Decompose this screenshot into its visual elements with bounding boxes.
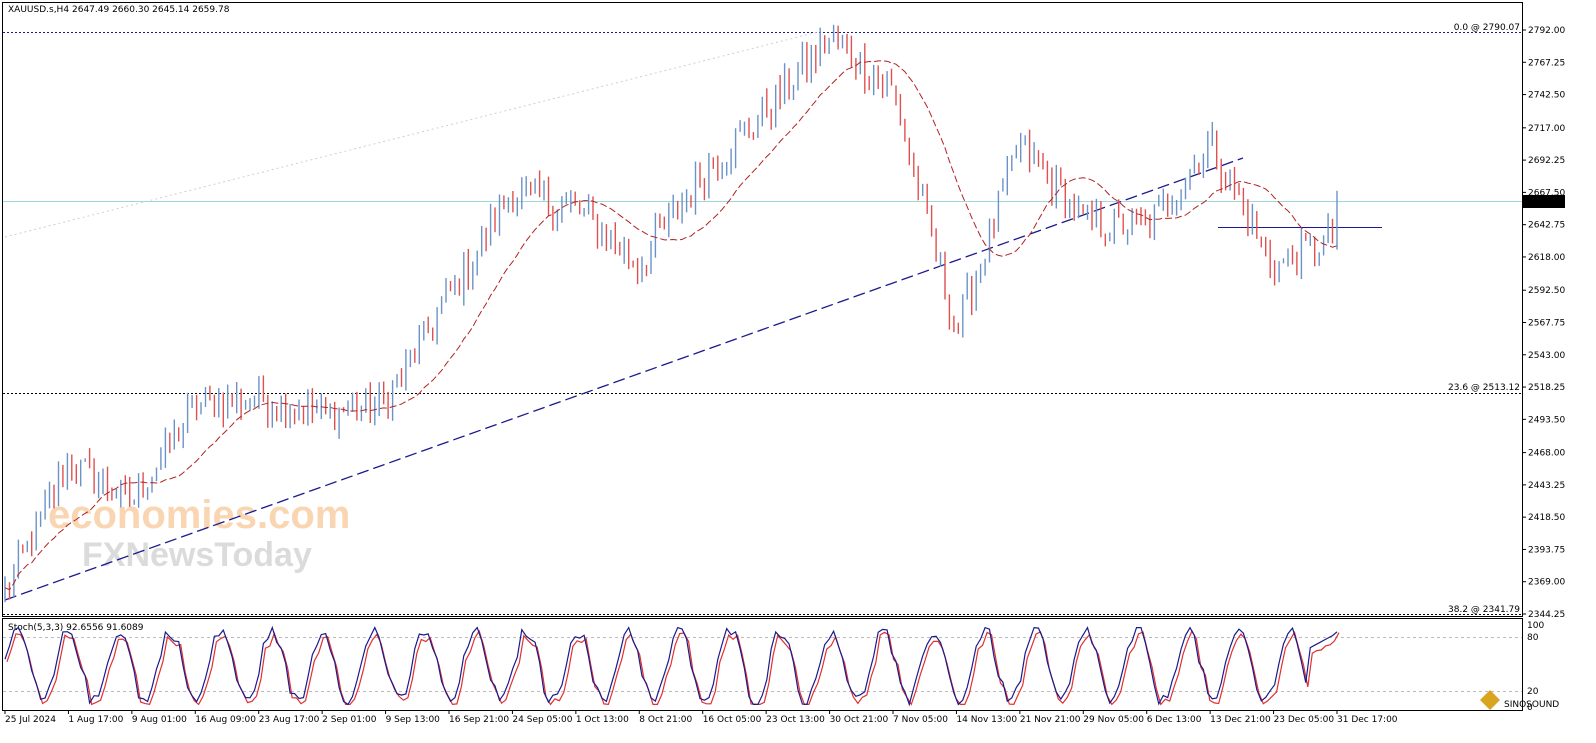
price-axis-label: 2369.00 [1528, 578, 1565, 588]
stoch-pane-frame [2, 618, 1523, 711]
price-axis-label: 2468.00 [1528, 449, 1565, 459]
price-axis-label: 2618.00 [1528, 253, 1565, 263]
chart-symbol: XAUUSD.s,H4 [8, 5, 69, 15]
time-axis-label: 30 Oct 21:00 [830, 715, 889, 725]
stoch-tick-0: 0 [1527, 703, 1533, 713]
price-axis-label: 2418.50 [1528, 513, 1565, 523]
stoch-main-line [4, 625, 1338, 707]
sinosound-logo-icon [1480, 690, 1500, 710]
time-axis-label: 9 Aug 01:00 [132, 715, 187, 725]
current-price-tag [1523, 195, 1565, 208]
fib-label-0: 0.0 @ 2790.07 [1454, 23, 1520, 33]
price-axis-label: 2443.25 [1528, 481, 1565, 491]
time-axis-label: 14 Nov 13:00 [956, 715, 1017, 725]
candles [4, 24, 1338, 603]
price-axis-label: 2692.25 [1528, 156, 1565, 166]
watermark: economies.com FXNewsToday [48, 493, 350, 574]
price-axis-label: 2543.00 [1528, 351, 1565, 361]
price-axis-label: 2792.00 [1528, 26, 1565, 36]
price-axis-label: 2767.25 [1528, 58, 1565, 68]
price-axis-label: 2344.25 [1528, 610, 1565, 620]
time-axis-label: 16 Sep 21:00 [449, 715, 509, 725]
price-axis-label: 2518.25 [1528, 383, 1565, 393]
stoch-signal-line [6, 629, 1340, 706]
time-axis-label: 8 Oct 21:00 [639, 715, 692, 725]
time-axis-label: 13 Dec 21:00 [1210, 715, 1271, 725]
chart-ohlc: 2647.49 2660.30 2645.14 2659.78 [72, 5, 230, 15]
stoch-tick-100: 100 [1527, 621, 1544, 631]
stoch-tick-20: 20 [1527, 687, 1539, 697]
time-axis-label: 1 Oct 13:00 [576, 715, 629, 725]
time-axis-label: 29 Nov 05:00 [1083, 715, 1144, 725]
fib-label-38-2: 38.2 @ 2341.79 [1448, 605, 1520, 615]
trend-line[interactable] [4, 157, 1244, 601]
time-axis-label: 21 Nov 21:00 [1020, 715, 1081, 725]
time-axis-label: 23 Oct 13:00 [766, 715, 825, 725]
price-axis-label: 2742.50 [1528, 91, 1565, 101]
stoch-tick-80: 80 [1527, 633, 1539, 643]
moving-average-line [4, 60, 1338, 591]
price-axis-label: 2717.00 [1528, 124, 1565, 134]
main-pane-frame [2, 2, 1523, 617]
price-axis: 2792.00 2767.25 2742.50 2717.00 2692.25 2667.… [1522, 26, 1565, 620]
price-axis-label: 2667.50 [1528, 188, 1565, 198]
stoch-label: Stoch(5,3,3) 92.6556 91.6089 [8, 623, 144, 633]
current-price-label: 2659.78 [1528, 198, 1565, 208]
time-axis-label: 25 Jul 2024 [5, 715, 56, 725]
fib-label-23-6: 23.6 @ 2513.12 [1448, 383, 1520, 393]
time-axis: 25 Jul 2024 1 Aug 17:00 9 Aug 01:00 16 Aug … [4, 710, 1398, 725]
time-axis-label: 1 Aug 17:00 [68, 715, 123, 725]
price-axis-label: 2567.75 [1528, 318, 1565, 328]
price-axis-label: 2393.75 [1528, 545, 1565, 555]
time-axis-label: 2 Sep 01:00 [322, 715, 377, 725]
time-axis-label: 23 Aug 17:00 [259, 715, 320, 725]
time-axis-label: 31 Dec 17:00 [1337, 715, 1398, 725]
time-axis-label: 6 Dec 13:00 [1147, 715, 1202, 725]
watermark-fxnewstoday: FXNewsToday [82, 536, 312, 574]
price-axis-label: 2592.50 [1528, 286, 1565, 296]
time-axis-label: 23 Dec 05:00 [1274, 715, 1335, 725]
price-axis-label: 2642.75 [1528, 221, 1565, 231]
time-axis-label: 16 Oct 05:00 [703, 715, 762, 725]
time-axis-label: 24 Sep 05:00 [512, 715, 572, 725]
time-axis-label: 7 Nov 05:00 [893, 715, 948, 725]
price-axis-label: 2493.50 [1528, 415, 1565, 425]
sinosound-badge: SINOSOUND [1480, 690, 1559, 710]
time-axis-label: 16 Aug 09:00 [195, 715, 256, 725]
sinosound-label: SINOSOUND [1504, 700, 1559, 710]
time-axis-label: 9 Sep 13:00 [386, 715, 441, 725]
